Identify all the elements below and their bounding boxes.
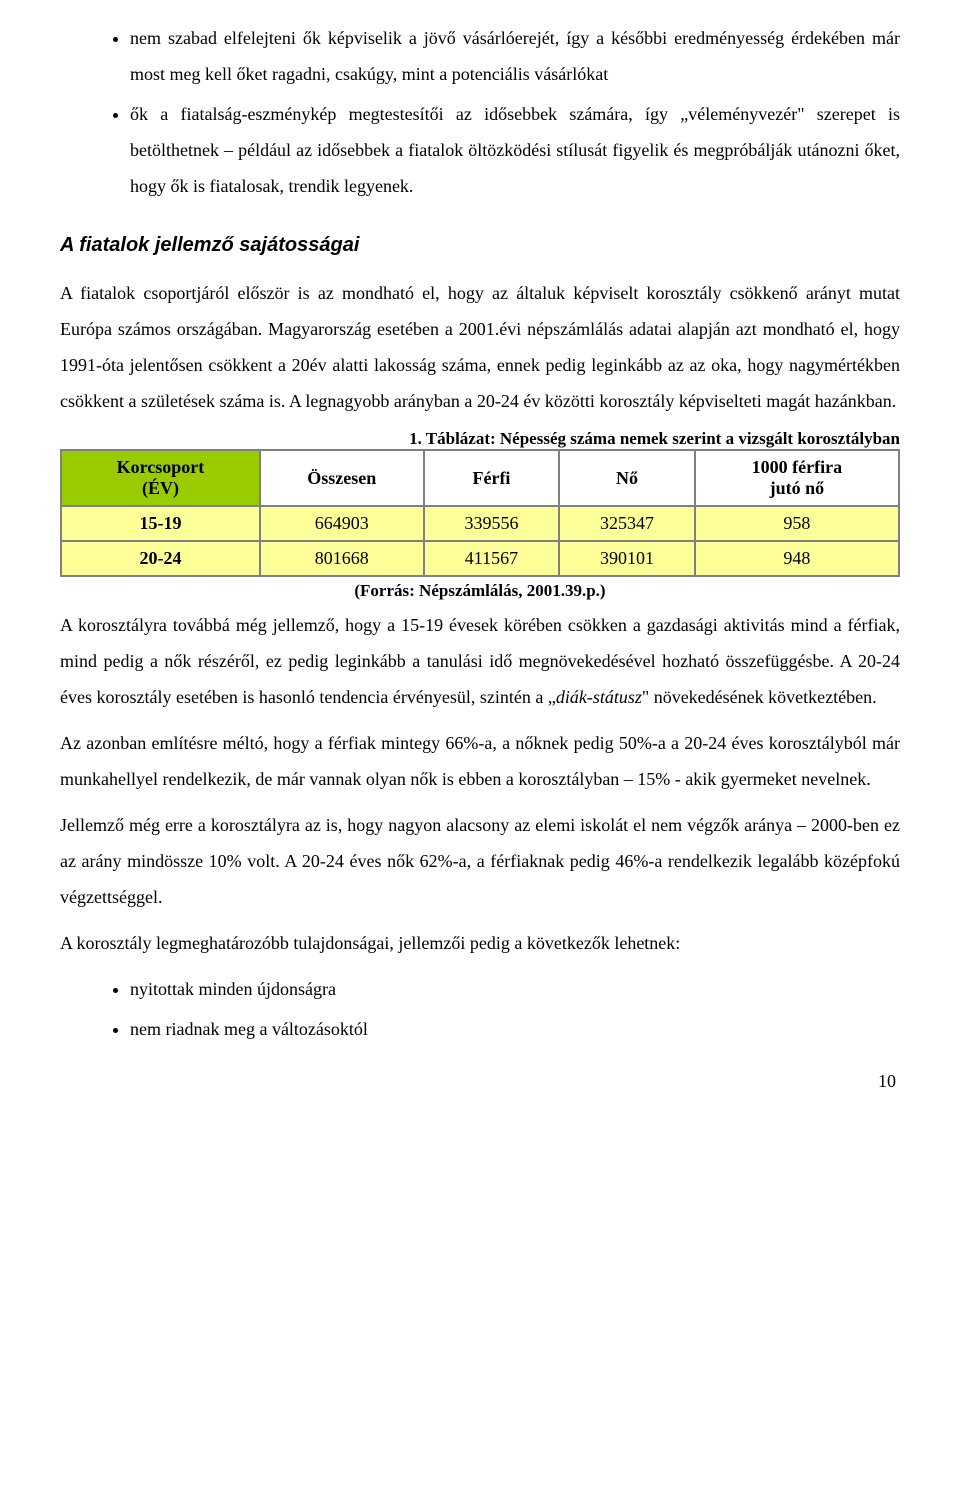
table-cell: 411567 xyxy=(424,541,560,576)
section-heading: A fiatalok jellemző sajátosságai xyxy=(60,234,900,257)
table-header-cell: 1000 férfira jutó nő xyxy=(695,450,899,506)
table-header-cell: Összesen xyxy=(260,450,424,506)
table-cell: 958 xyxy=(695,506,899,541)
table-header-cell: Nő xyxy=(559,450,695,506)
table-header-row: Korcsoport (ÉV) Összesen Férfi Nő 1000 f… xyxy=(61,450,899,506)
table-cell: 15-19 xyxy=(61,506,260,541)
paragraph: A fiatalok csoportjáról először is az mo… xyxy=(60,275,900,419)
page-number: 10 xyxy=(60,1071,900,1092)
table-row: 20-24 801668 411567 390101 948 xyxy=(61,541,899,576)
table-cell: 339556 xyxy=(424,506,560,541)
paragraph: A korosztály legmeghatározóbb tulajdonsá… xyxy=(60,925,900,961)
bullet-list-top: nem szabad elfelejteni ők képviselik a j… xyxy=(60,20,900,204)
table-cell: 325347 xyxy=(559,506,695,541)
paragraph: A korosztályra továbbá még jellemző, hog… xyxy=(60,607,900,715)
paragraph: Jellemző még erre a korosztályra az is, … xyxy=(60,807,900,915)
table-header-cell: Korcsoport (ÉV) xyxy=(61,450,260,506)
bullet-item: nem riadnak meg a változásoktól xyxy=(130,1011,900,1047)
bullet-list-bottom: nyitottak minden újdonságra nem riadnak … xyxy=(60,971,900,1047)
table-cell: 664903 xyxy=(260,506,424,541)
bullet-item: nem szabad elfelejteni ők képviselik a j… xyxy=(130,20,900,92)
bullet-item: nyitottak minden újdonságra xyxy=(130,971,900,1007)
paragraph: Az azonban említésre méltó, hogy a férfi… xyxy=(60,725,900,797)
table-row: 15-19 664903 339556 325347 958 xyxy=(61,506,899,541)
bullet-item: ők a fiatalság-eszménykép megtestesítői … xyxy=(130,96,900,204)
table-cell: 20-24 xyxy=(61,541,260,576)
table-cell: 801668 xyxy=(260,541,424,576)
table-cell: 390101 xyxy=(559,541,695,576)
population-table: Korcsoport (ÉV) Összesen Férfi Nő 1000 f… xyxy=(60,449,900,577)
table-source: (Forrás: Népszámlálás, 2001.39.p.) xyxy=(60,581,900,601)
table-caption: 1. Táblázat: Népesség száma nemek szerin… xyxy=(60,429,900,449)
table-header-cell: Férfi xyxy=(424,450,560,506)
table-cell: 948 xyxy=(695,541,899,576)
